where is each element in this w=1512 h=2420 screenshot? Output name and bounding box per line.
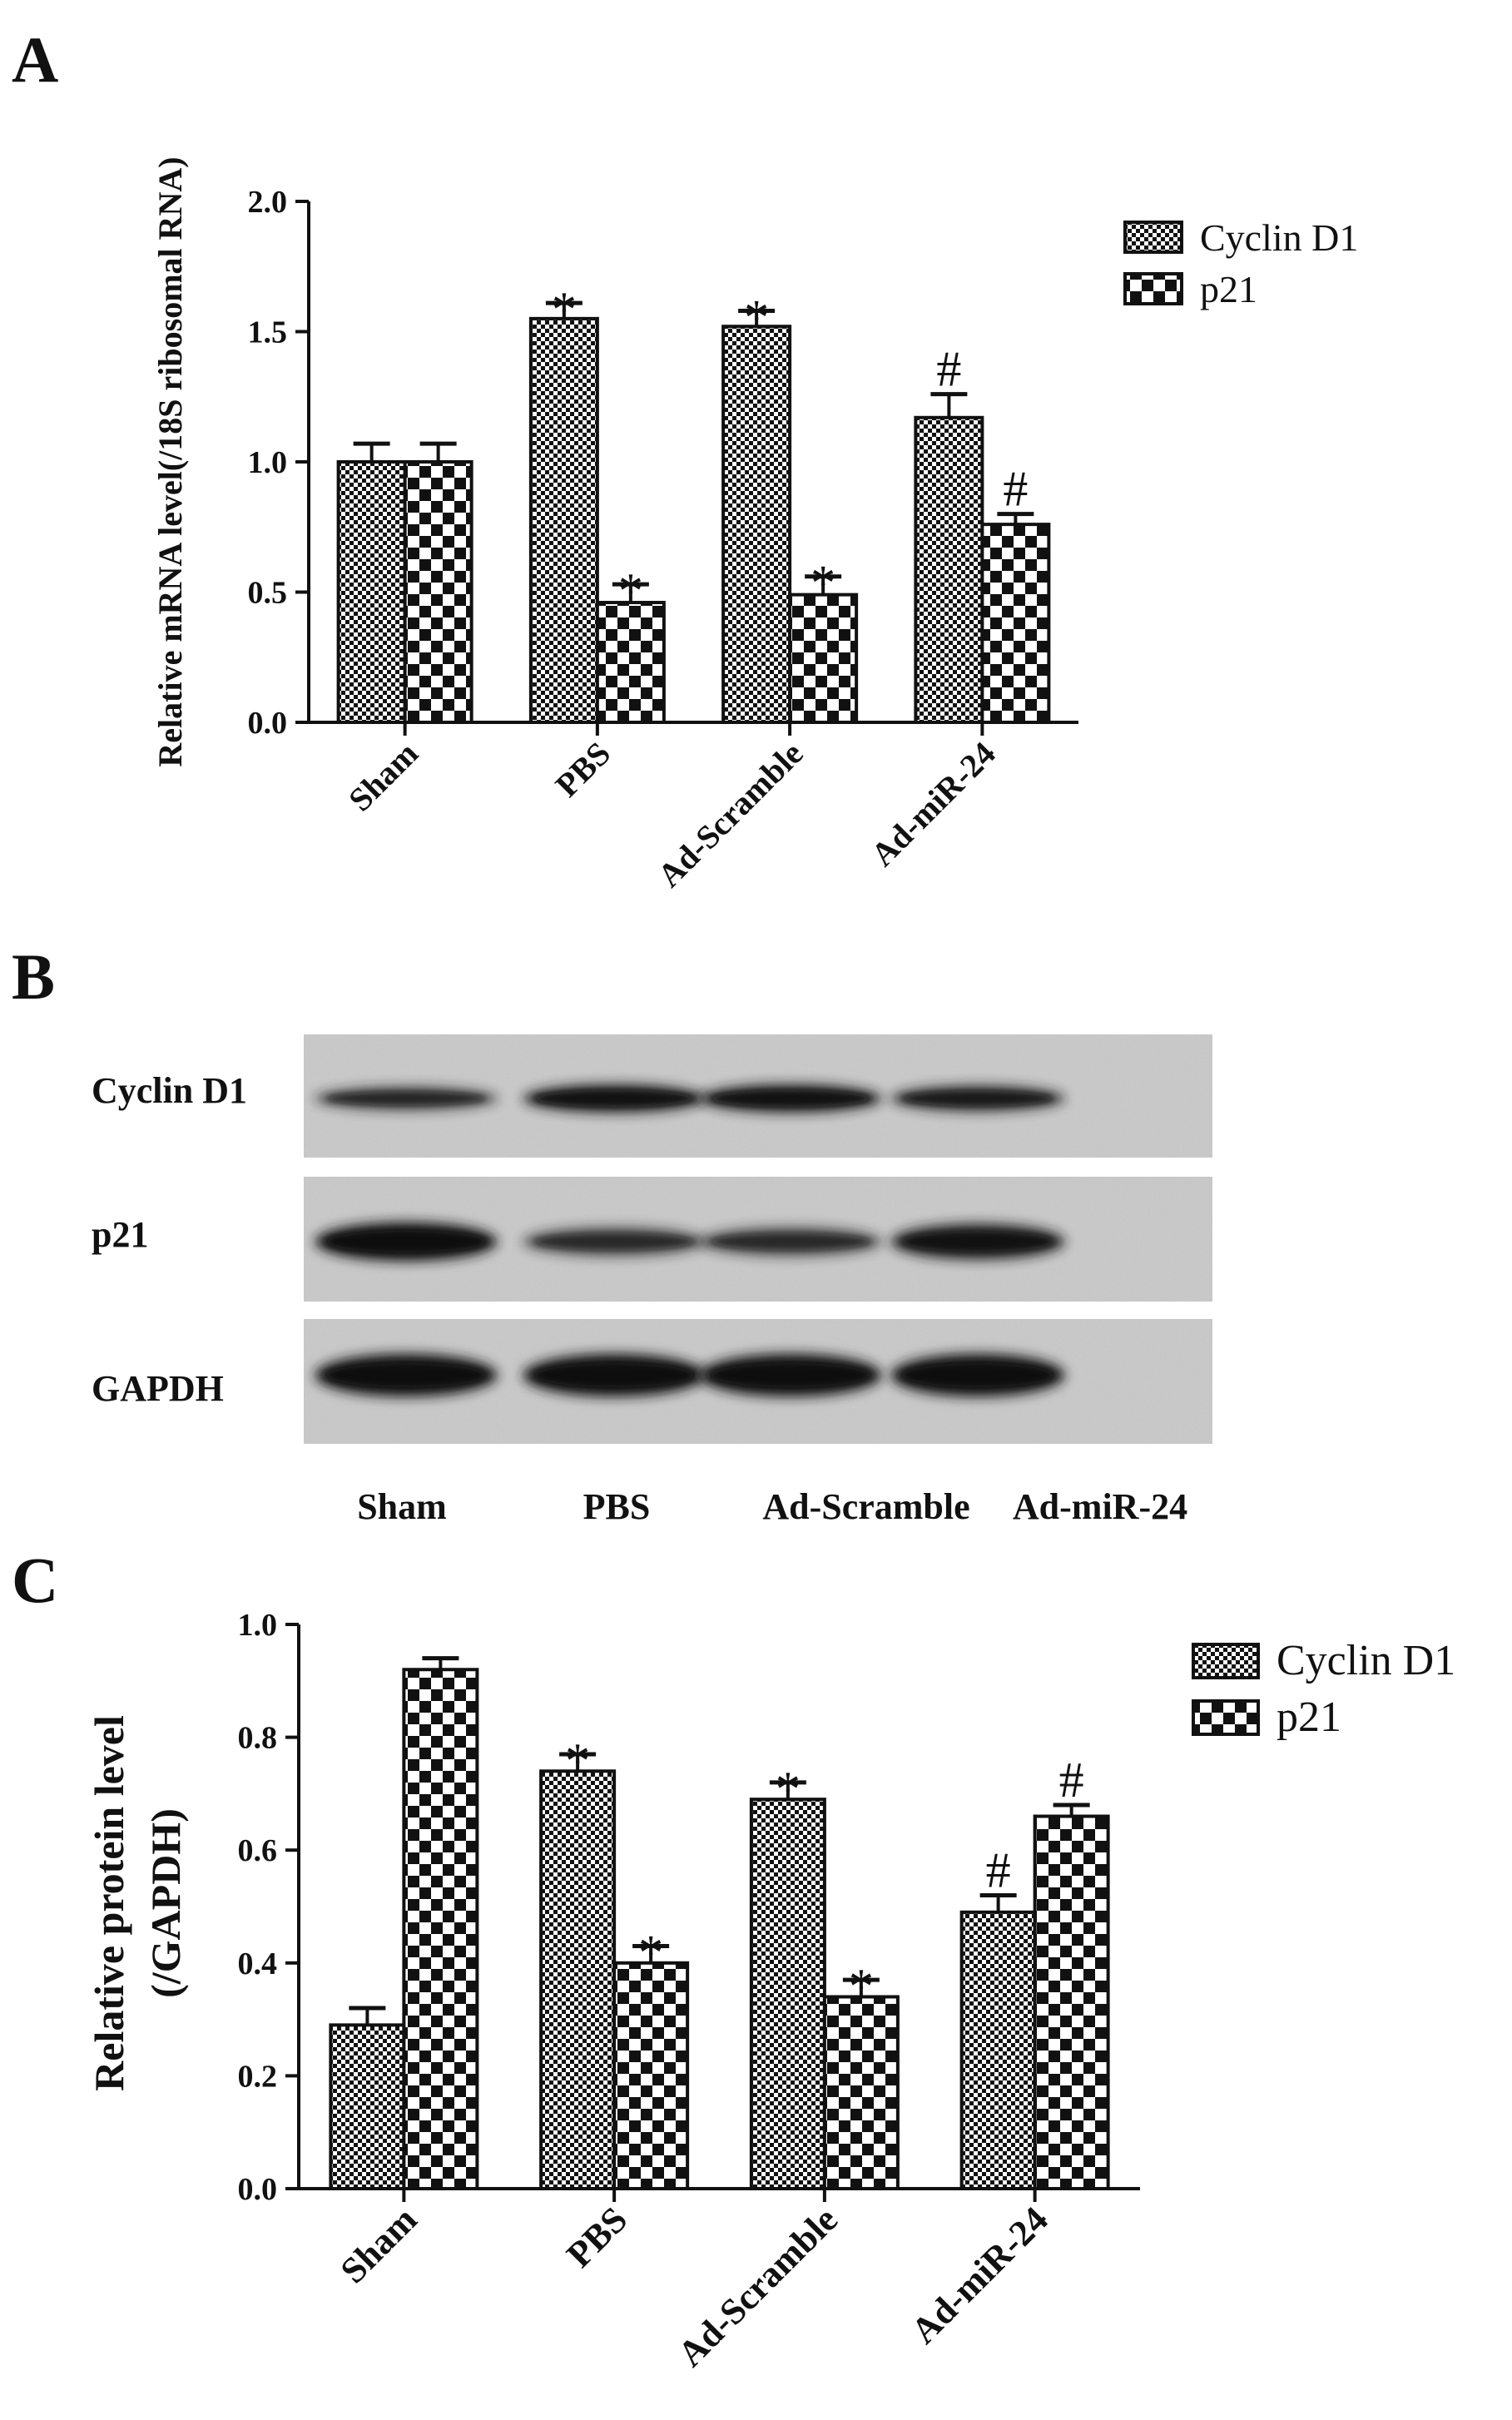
bar-cyclin-d1-ad-scramble [749,1798,826,2190]
significance-mark: # [1059,1753,1084,1808]
blot-band-core [711,1362,870,1388]
significance-mark: * [565,1733,590,1788]
blot-row-label: GAPDH [92,1368,224,1409]
y-tick-label: 0.8 [238,1721,278,1756]
significance-mark: * [744,290,769,345]
blot-lane-label: Sham [357,1486,447,1527]
bar-cyclin-d1-ad-mir-24 [914,415,984,724]
y-tick-label: 0.2 [238,2059,278,2094]
panel-c-letter: C [12,1544,58,1616]
panel-b-western-blot: Cyclin D1 p21 GAPDH Sham PBS Ad-Scramble Ad-mi… [92,1034,1212,1527]
x-category-label: Sham [341,735,425,819]
bar-cyclin-d1-ad-mir-24 [959,1910,1037,2191]
x-category-label: Ad-miR-24 [864,735,1003,874]
bar-cyclin-d1-pbs [539,1769,617,2191]
y-tick-label: 0.5 [248,576,288,611]
y-tick-label: 1.5 [248,315,288,350]
blot-band-core [534,1233,694,1250]
significance-mark: # [986,1842,1011,1897]
significance-mark: # [936,342,961,397]
legend-swatch [1192,1699,1260,1736]
bar-p21-ad-scramble [822,1995,900,2190]
bar-cyclin-d1-sham [336,460,407,724]
y-tick-label: 0.6 [238,1833,278,1868]
bar-p21-pbs [595,601,666,725]
y-axis-title: Relative mRNA level(/18S ribosomal RNA) [151,156,189,766]
legend-swatch [1192,1643,1260,1679]
panel-a-chart: 0.0 0.5 1.0 1.5 2.0 Sham PBS Ad-Scramble Ad-miR-… [151,156,1358,894]
x-category-label: Sham [333,2199,425,2291]
blot-band-core [326,1362,486,1388]
blot-band-core [534,1090,694,1107]
y-tick-label: 1.0 [238,1608,278,1643]
bar-cyclin-d1-sham [329,2023,406,2190]
panel-c-chart: 0.0 0.2 0.4 0.6 0.8 1.0 Sham PBS Ad-Scramble Ad-m… [86,1608,1455,2374]
bar-p21-ad-mir-24 [980,523,1051,724]
legend-label: p21 [1277,1694,1341,1741]
bar-cyclin-d1-ad-scramble [721,325,792,724]
legend-label: Cyclin D1 [1200,216,1358,259]
y-axis-title-line-1: Relative protein level [86,1715,132,2091]
bar-p21-pbs [612,1961,690,2191]
blot-band-core [326,1230,486,1253]
panel-b-letter: B [12,940,55,1013]
blot-band-core [711,1233,870,1250]
blot-lane-label: Ad-Scramble [762,1486,969,1527]
x-category-label: Ad-Scramble [670,2199,845,2374]
y-tick-label: 1.0 [248,445,288,480]
blot-band-core [902,1231,1053,1252]
legend-swatch [1123,221,1183,254]
blot-row-label: p21 [92,1214,148,1255]
significance-mark: * [811,556,835,611]
y-tick-label: 0.4 [238,1946,278,1981]
significance-mark: * [638,1925,663,1980]
blot-lane-label: PBS [583,1486,651,1527]
significance-mark: * [552,282,577,337]
blot-row-label: Cyclin D1 [92,1070,247,1111]
significance-mark: * [776,1762,801,1817]
significance-mark: * [849,1959,874,2014]
x-category-label: Ad-Scramble [650,735,810,895]
y-tick-label: 0.0 [238,2172,278,2207]
bar-p21-sham [402,1668,479,2190]
y-tick-label: 0.0 [248,706,288,741]
x-category-label: Ad-miR-24 [903,2199,1055,2351]
panel-a-letter: A [12,23,58,96]
bar-cyclin-d1-pbs [528,316,599,724]
bar-p21-ad-mir-24 [1033,1814,1110,2191]
blot-lane-label: Ad-miR-24 [1013,1486,1187,1527]
x-category-label: PBS [548,735,618,805]
bar-p21-ad-scramble [788,593,859,724]
x-category-label: PBS [558,2199,635,2275]
bar-p21-sham [403,460,473,724]
significance-mark: # [1003,462,1028,517]
blot-band-core [902,1362,1053,1388]
legend-label: Cyclin D1 [1277,1637,1455,1684]
blot-band-core [902,1090,1053,1106]
blot-band-core [326,1091,486,1106]
y-tick-label: 2.0 [248,185,288,220]
y-axis-title-line-2: (/GAPDH) [142,1808,189,1998]
blot-band-core [534,1362,694,1388]
legend-swatch [1123,272,1183,305]
blot-band-core [711,1090,870,1107]
significance-mark: * [618,563,643,618]
legend-label: p21 [1200,268,1257,310]
